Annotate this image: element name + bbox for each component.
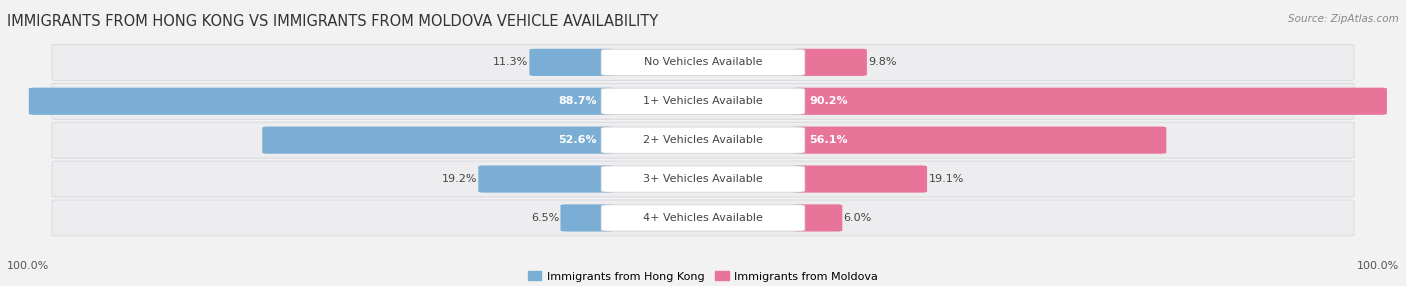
Text: 52.6%: 52.6%	[558, 135, 596, 145]
FancyBboxPatch shape	[561, 204, 614, 232]
FancyBboxPatch shape	[52, 44, 1354, 80]
Text: 4+ Vehicles Available: 4+ Vehicles Available	[643, 213, 763, 223]
FancyBboxPatch shape	[793, 126, 1167, 154]
Text: 11.3%: 11.3%	[492, 57, 529, 67]
FancyBboxPatch shape	[602, 88, 806, 114]
FancyBboxPatch shape	[263, 126, 614, 154]
Text: 6.0%: 6.0%	[844, 213, 872, 223]
FancyBboxPatch shape	[602, 205, 806, 231]
Text: 56.1%: 56.1%	[810, 135, 848, 145]
Text: 100.0%: 100.0%	[7, 261, 49, 271]
FancyBboxPatch shape	[602, 127, 806, 153]
FancyBboxPatch shape	[793, 49, 868, 76]
FancyBboxPatch shape	[28, 88, 614, 115]
FancyBboxPatch shape	[530, 49, 613, 76]
Text: 90.2%: 90.2%	[810, 96, 848, 106]
FancyBboxPatch shape	[793, 204, 842, 232]
FancyBboxPatch shape	[793, 165, 927, 193]
Text: 19.2%: 19.2%	[441, 174, 477, 184]
Text: No Vehicles Available: No Vehicles Available	[644, 57, 762, 67]
Text: 19.1%: 19.1%	[928, 174, 965, 184]
Text: 1+ Vehicles Available: 1+ Vehicles Available	[643, 96, 763, 106]
Text: 9.8%: 9.8%	[869, 57, 897, 67]
Text: 3+ Vehicles Available: 3+ Vehicles Available	[643, 174, 763, 184]
Text: IMMIGRANTS FROM HONG KONG VS IMMIGRANTS FROM MOLDOVA VEHICLE AVAILABILITY: IMMIGRANTS FROM HONG KONG VS IMMIGRANTS …	[7, 14, 658, 29]
FancyBboxPatch shape	[602, 49, 806, 76]
Text: 88.7%: 88.7%	[558, 96, 596, 106]
Text: 100.0%: 100.0%	[1357, 261, 1399, 271]
FancyBboxPatch shape	[602, 166, 806, 192]
Text: Source: ZipAtlas.com: Source: ZipAtlas.com	[1288, 14, 1399, 24]
FancyBboxPatch shape	[52, 161, 1354, 197]
FancyBboxPatch shape	[52, 83, 1354, 119]
FancyBboxPatch shape	[52, 122, 1354, 158]
Text: 2+ Vehicles Available: 2+ Vehicles Available	[643, 135, 763, 145]
Text: 6.5%: 6.5%	[531, 213, 560, 223]
FancyBboxPatch shape	[793, 88, 1386, 115]
FancyBboxPatch shape	[478, 165, 614, 193]
Legend: Immigrants from Hong Kong, Immigrants from Moldova: Immigrants from Hong Kong, Immigrants fr…	[523, 267, 883, 286]
FancyBboxPatch shape	[52, 200, 1354, 236]
